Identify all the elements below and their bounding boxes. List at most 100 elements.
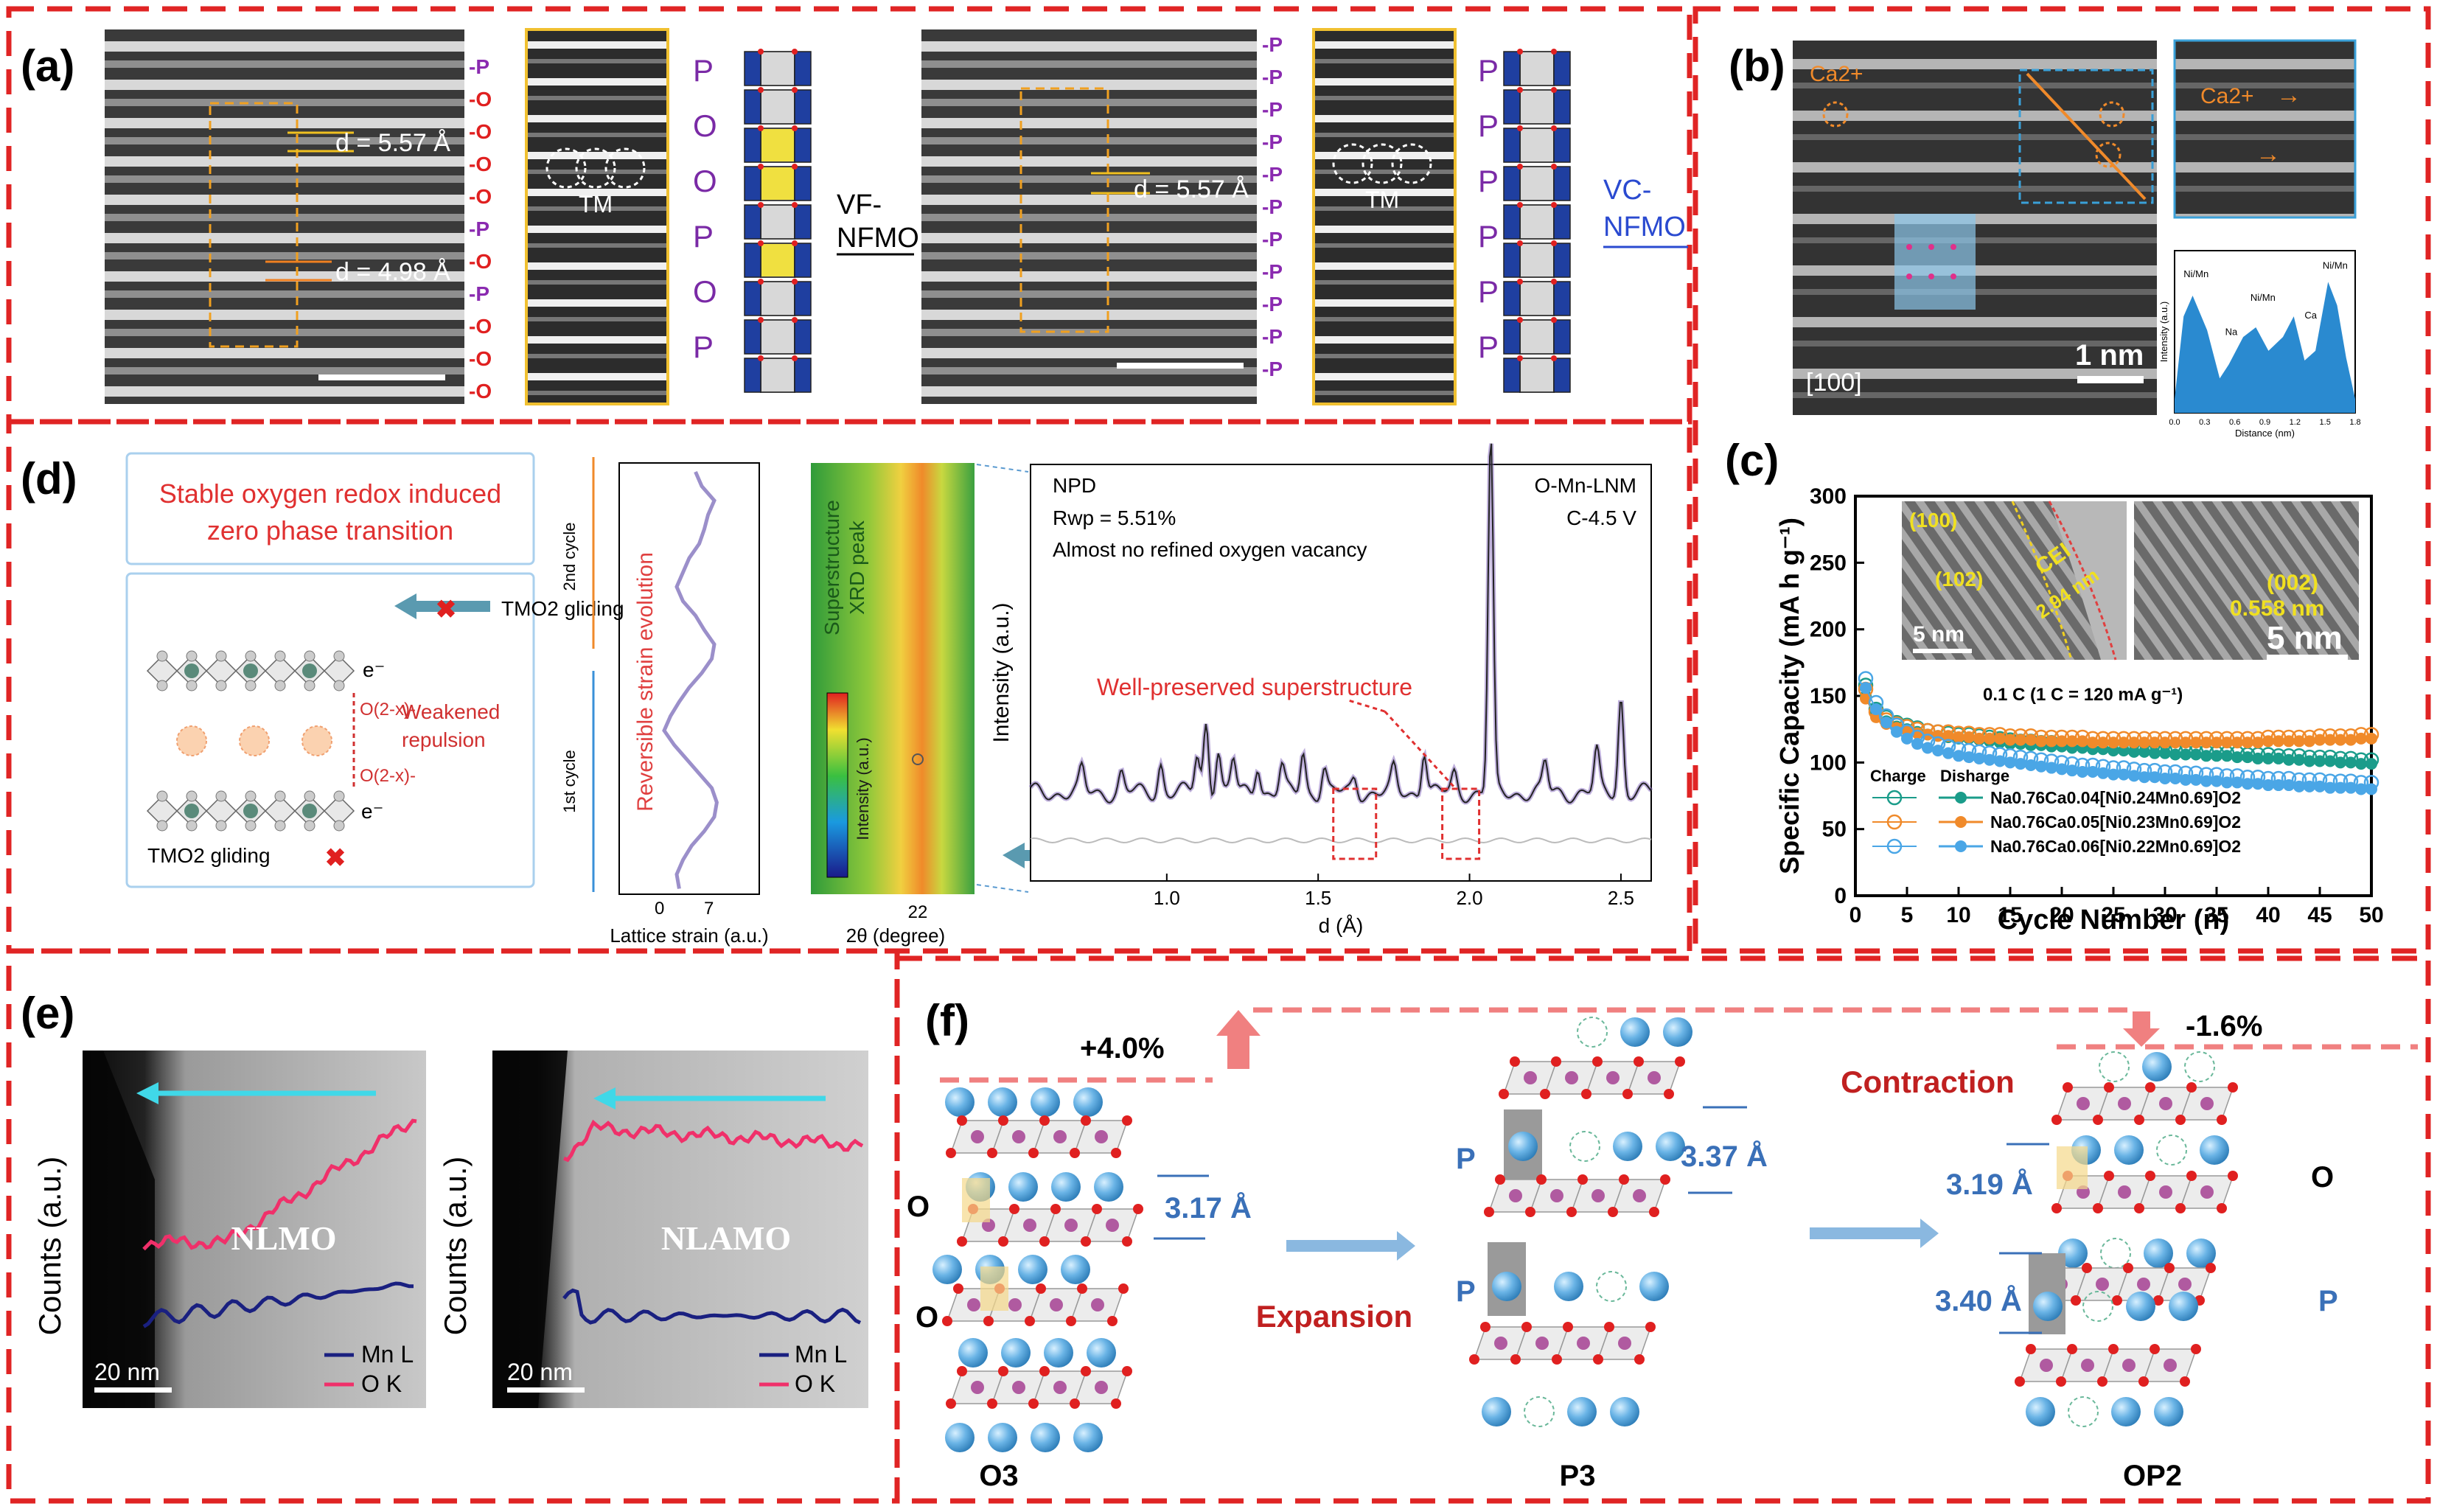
profile-ylabel: Intensity (a.u.) [2158, 302, 2169, 362]
discharge-point [2314, 734, 2326, 746]
mn-l-profile-2 [562, 1288, 862, 1325]
x-tick-label: 15 [1998, 903, 2022, 927]
oxygen-atom [792, 279, 798, 285]
polyhedra-chain-1 [744, 49, 812, 393]
panel-d-label: (d) [21, 454, 77, 504]
discharge-point [1994, 755, 2006, 767]
gliding-text-top: TMO2 gliding [501, 597, 624, 620]
na-atom [2186, 1238, 2216, 1268]
prism [1519, 281, 1555, 316]
na-atom [932, 1255, 962, 1284]
peak-label: Ni/Mn [2323, 260, 2348, 271]
discharge-point [2066, 764, 2078, 777]
electron-bottom: e⁻ [361, 800, 383, 823]
na-atom [1073, 1423, 1103, 1452]
prism [760, 281, 795, 316]
tm-atom [184, 804, 199, 818]
scale-bar-b [2077, 376, 2144, 383]
discharge-point [2200, 775, 2212, 787]
tm-atom [1591, 1189, 1605, 1202]
atom [186, 820, 198, 832]
structure-op2 [1999, 1051, 2238, 1427]
discharge-point [2190, 773, 2202, 786]
cei-boundary [2048, 501, 2117, 661]
stack-letter: O [693, 274, 717, 309]
title-box-d [125, 452, 535, 565]
atom [245, 650, 257, 662]
na-atom [2033, 1292, 2063, 1321]
oxygen [2228, 1082, 2238, 1093]
discharge-point [2211, 750, 2222, 762]
tm-atom [971, 1381, 984, 1394]
discharge-point [2035, 735, 2047, 748]
na-atom [988, 1423, 1017, 1452]
tm-atom [1106, 1219, 1119, 1232]
panel-f: (f) +4.0% -1.6% Contraction Expansion 3.… [907, 996, 2418, 1492]
cycle1-label: 1st cycle [560, 750, 579, 813]
discharge-point [2304, 755, 2315, 767]
prism [1519, 89, 1555, 125]
tm-atom [1524, 1071, 1537, 1084]
oxygen [2104, 1082, 2114, 1093]
na-atom [2144, 1238, 2173, 1268]
oxygen [1028, 1148, 1039, 1158]
na-atom [1087, 1338, 1116, 1368]
layer-letter: -P [1262, 98, 1283, 121]
discharge-point [2252, 778, 2264, 790]
name-o3: O3 [979, 1460, 1018, 1492]
octahedron [1553, 281, 1571, 316]
oxygen [1525, 1207, 1535, 1217]
stem-inset-b [2173, 39, 2357, 219]
layer-letter: -P [469, 55, 489, 78]
oxygen [1619, 1174, 1629, 1185]
oxygen [2097, 1376, 2107, 1387]
tm-atom [1535, 1337, 1549, 1350]
na-atom [1492, 1272, 1521, 1301]
tm-atom [2200, 1097, 2214, 1110]
discharge-point [1891, 725, 1903, 738]
border-bc [1692, 6, 2431, 954]
inset-scale: 5 nm [1913, 622, 1964, 647]
discharge-point [1994, 732, 2006, 745]
gliding-arrow-top: ✖ [394, 593, 490, 624]
inset-label: (002) [2267, 571, 2318, 595]
tm-atom [2118, 1185, 2131, 1199]
oxygen [2164, 1263, 2175, 1273]
tm-atom [302, 663, 317, 678]
inset-label: (100) [1909, 509, 1957, 532]
discharge-point [2273, 779, 2284, 792]
discharge-point [1963, 751, 1975, 764]
tm-atom [2040, 1359, 2053, 1372]
layer-letter: -P [1262, 130, 1283, 153]
octahedron [744, 89, 761, 125]
legend-marker [1886, 838, 1903, 854]
profile-xtick: 1.8 [2349, 418, 2360, 427]
gliding-arrow-bottom: ✖ [325, 843, 1098, 872]
stack-o3-2: O [916, 1301, 938, 1334]
o-site-highlight [2057, 1146, 2088, 1189]
highlight-box-a2 [1019, 87, 1109, 333]
tm-atom [2164, 1359, 2177, 1372]
strain-tick-0: 0 [655, 899, 664, 919]
discharge-point [2365, 783, 2377, 795]
stack-letter: P [1478, 219, 1499, 254]
tm-atom [1012, 1381, 1025, 1394]
oxygen [1070, 1148, 1080, 1158]
peak-label: Ni/Mn [2251, 292, 2276, 303]
oxygen [2145, 1171, 2155, 1181]
oxygen-atom [758, 240, 764, 246]
strain-plot-frame [618, 462, 760, 895]
na-atom [1620, 1017, 1650, 1047]
y-tick-label: 0 [1834, 884, 1847, 908]
profile-area [2175, 282, 2355, 413]
atom [186, 680, 198, 691]
tm-atom [2081, 1359, 2094, 1372]
layer-letter: -P [469, 217, 489, 240]
oxygen [1645, 1322, 1656, 1332]
atom [274, 790, 286, 802]
x-tick-label: 25 [2101, 903, 2125, 927]
atom [274, 820, 286, 832]
atom [304, 820, 315, 832]
